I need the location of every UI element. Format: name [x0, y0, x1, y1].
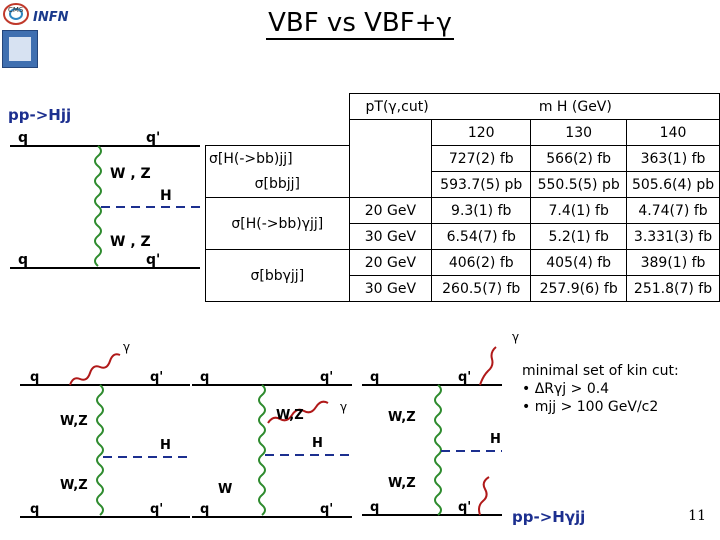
svg-text:W , Z: W , Z: [110, 234, 151, 250]
svg-text:q: q: [30, 370, 39, 385]
svg-text:W , Z: W , Z: [110, 166, 151, 182]
feynman-diagram-radiative-1: γ q q' W,Z H W,Z q q': [20, 340, 190, 518]
mass-130: 130: [530, 119, 628, 146]
svg-text:γ: γ: [512, 330, 519, 344]
svg-text:W,Z: W,Z: [60, 478, 88, 493]
page-number: 11: [688, 508, 706, 524]
table-row: σ[H(->bb)jj] 727(2) fb 566(2) fb 363(1) …: [205, 145, 720, 172]
svg-text:W,Z: W,Z: [388, 476, 416, 491]
svg-text:q: q: [370, 500, 379, 515]
table-row: 30 GeV 260.5(7) fb 257.9(6) fb 251.8(7) …: [206, 275, 720, 302]
infn-logo: INFN: [33, 10, 69, 25]
svg-text:q: q: [200, 502, 209, 517]
svg-text:q: q: [18, 130, 28, 146]
kinematic-cut-delta-r: • ΔRγj > 0.4: [522, 381, 610, 397]
feynman-diagram-radiative-3: γ q q' W,Z H W,Z q q': [362, 330, 519, 516]
process-label-top: pp->Hjj: [8, 106, 72, 124]
mass-140: 140: [626, 119, 720, 146]
svg-text:q: q: [370, 370, 379, 385]
svg-text:H: H: [160, 188, 172, 204]
svg-text:CMS: CMS: [8, 6, 24, 14]
kinematic-cut-mjj: • mjj > 100 GeV/c2: [522, 399, 659, 415]
header-pt-cut: pT(γ,cut): [348, 93, 432, 120]
svg-text:W,Z: W,Z: [60, 414, 88, 429]
feynman-diagram-radiative-2: γ q q' W,Z H W q q': [192, 370, 352, 518]
process-label-bottom: pp->Hγjj: [512, 508, 586, 526]
svg-text:q': q': [320, 370, 333, 385]
svg-text:q: q: [200, 370, 209, 385]
mass-120: 120: [431, 119, 532, 146]
cross-section-table: pT(γ,cut) m H (GeV) 120 130 140 σ[H(->bb…: [205, 93, 720, 302]
svg-text:W: W: [218, 482, 232, 497]
svg-text:W,Z: W,Z: [388, 410, 416, 425]
svg-text:q': q': [150, 502, 163, 517]
svg-text:γ: γ: [123, 340, 130, 354]
table-mass-row: 120 130 140: [206, 119, 720, 146]
svg-text:q': q': [146, 130, 160, 146]
svg-text:q: q: [30, 502, 39, 517]
svg-text:H: H: [312, 436, 323, 451]
svg-text:W,Z: W,Z: [276, 408, 304, 423]
svg-text:H: H: [490, 432, 501, 447]
feynman-diagram-vbf: q q' q q' W , Z W , Z H: [10, 130, 200, 269]
kinematic-cuts-heading: minimal set of kin cut:: [522, 363, 679, 379]
svg-text:q: q: [18, 252, 28, 268]
svg-text:q': q': [320, 502, 333, 517]
cms-logo: CMS: [3, 3, 29, 25]
svg-text:H: H: [160, 438, 171, 453]
table-header-row: pT(γ,cut) m H (GeV): [205, 93, 720, 146]
university-seal-logo: [2, 30, 38, 68]
page-title: VBF vs VBF+γ: [266, 8, 454, 40]
table-row: σ[H(->bb)γjj] 20 GeV 9.3(1) fb 7.4(1) fb…: [205, 197, 720, 250]
header-higgs-mass: m H (GeV): [431, 93, 720, 120]
svg-text:q': q': [146, 252, 160, 268]
svg-text:q': q': [150, 370, 163, 385]
svg-text:γ: γ: [340, 400, 347, 414]
svg-text:q': q': [458, 500, 471, 515]
svg-text:q': q': [458, 370, 471, 385]
table-row: σ[bbjj] 593.7(5) pb 550.5(5) pb 505.6(4)…: [205, 171, 720, 198]
table-row: σ[bbγjj] 20 GeV 406(2) fb 405(4) fb 389(…: [205, 249, 720, 302]
kinematic-cuts-note: minimal set of kin cut: • ΔRγj > 0.4 • m…: [522, 362, 679, 416]
